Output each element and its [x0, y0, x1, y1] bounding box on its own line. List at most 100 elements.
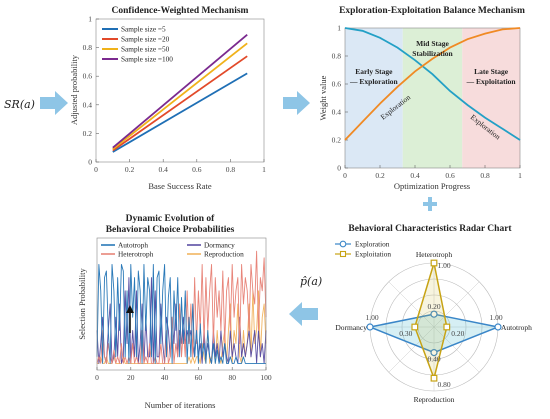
- chart1-ylabel: Adjusted probability: [69, 54, 79, 125]
- chart1-legend-label: Sample size =50: [121, 45, 170, 54]
- chart1-ytick-label: 0.4: [83, 100, 93, 109]
- chart2-xtick-label: 0.4: [410, 171, 420, 180]
- chart4-frame: [96, 237, 267, 371]
- chart1-xtick-label: 0.2: [125, 165, 135, 174]
- plus-icon: [423, 197, 437, 211]
- chart1-ytick-label: 1: [88, 15, 92, 24]
- chart1-frame: [95, 18, 265, 163]
- radar-value-label: 0.80: [437, 380, 450, 389]
- chart2-frame: [344, 27, 521, 169]
- stage-label-subtitle: — Exploitation: [466, 77, 517, 86]
- chart1-series-line-1: [112, 72, 248, 153]
- chart4-xlabel: Number of iterations: [145, 400, 216, 410]
- stage-label-title: Late Stage: [474, 67, 509, 76]
- chart2-ytick-label: 0.8: [332, 52, 342, 61]
- radar-legend-label: Exploration: [355, 240, 390, 249]
- chart4-xtick-label: 0: [95, 373, 99, 382]
- stage-label-subtitle: — Exploration: [349, 77, 399, 86]
- radar-spoke: [388, 281, 435, 328]
- chart4-legend-label: Heterotroph: [118, 250, 154, 259]
- radar-point: [430, 310, 438, 318]
- chart2-ytick-label: 1: [337, 24, 341, 33]
- chart4-series-line-1: [96, 263, 266, 364]
- chart1-xlabel: Base Success Rate: [148, 181, 211, 191]
- chart4-legend-label: Dormancy: [204, 241, 235, 250]
- chart4-title-line2: Behavioral Choice Probabilities: [106, 225, 235, 235]
- radar-point: [430, 374, 438, 382]
- stage-label-title: Early Stage: [355, 67, 393, 76]
- sr-symbol: SR(a): [4, 98, 35, 111]
- chart4-xtick-label: 80: [228, 373, 236, 382]
- radar-value-label: 0.20: [427, 302, 440, 311]
- radar-point: [366, 323, 374, 331]
- chart4-xtick-label: 40: [161, 373, 169, 382]
- radar-legend-marker: [339, 250, 347, 258]
- radar-value-label: 1.00: [437, 261, 450, 270]
- chart1-xtick-label: 0.6: [192, 165, 202, 174]
- stage-label-title: Mid Stage: [416, 39, 449, 48]
- radar-point: [443, 323, 451, 331]
- input-sr: SR(a): [4, 98, 35, 111]
- stage-band-3: [462, 28, 520, 168]
- chart4-xtick-label: 60: [195, 373, 203, 382]
- radar-value-label: 0.40: [427, 355, 440, 364]
- chart2-ytick-label: 0.4: [332, 108, 342, 117]
- radar-spoke: [388, 326, 435, 373]
- radar-legend-label: Exploitation: [355, 250, 391, 259]
- radar-legend-marker: [339, 240, 347, 248]
- chart2-xlabel: Optimization Progress: [394, 181, 470, 191]
- chart1-xtick-label: 0: [94, 165, 98, 174]
- chart2-xtick-label: 0.6: [445, 171, 455, 180]
- p-hat-symbol: p̂(a): [300, 275, 322, 288]
- chart2-ytick-label: 0.2: [332, 136, 342, 145]
- radar-axis-label: Dormancy: [335, 323, 367, 332]
- radar-axis-label: Autotroph: [501, 323, 532, 332]
- chart4-legend-label: Autotroph: [118, 241, 148, 250]
- chart1-ytick-label: 0: [88, 158, 92, 167]
- chart1-series-line-2: [112, 55, 248, 152]
- chart4-xtick-label: 100: [260, 373, 272, 382]
- stage-band-1: [345, 28, 403, 168]
- chart1-legend-label: Sample size =20: [121, 35, 170, 44]
- chart1-legend-label: Sample size =5: [121, 25, 166, 34]
- radar-value-label: 0.20: [451, 329, 464, 338]
- chart1-xtick-label: 0.4: [159, 165, 169, 174]
- chart2-ytick-label: 0: [337, 164, 341, 173]
- chart4-ylabel: Selection Probability: [77, 267, 87, 339]
- chart2-series-line-2: [344, 27, 521, 141]
- radar-spoke: [433, 326, 480, 373]
- chart1-xtick-label: 0.8: [226, 165, 236, 174]
- arrow-right-2-icon: [283, 91, 310, 115]
- chart2-xtick-label: 0: [343, 171, 347, 180]
- chart4-xtick-label: 20: [127, 373, 135, 382]
- chart2-xtick-label: 1: [518, 171, 522, 180]
- radar-axis-label: Heterotroph: [416, 250, 452, 259]
- chart1-xtick-label: 1: [262, 165, 266, 174]
- radar-point: [494, 323, 502, 331]
- chart2-title: Exploration-Exploitation Balance Mechani…: [339, 6, 525, 16]
- chart1-legend-label: Sample size =100: [121, 55, 173, 64]
- stage-label-subtitle: Stabilization: [412, 49, 453, 58]
- radar-point: [411, 323, 419, 331]
- arrow-right-1-icon: [40, 91, 68, 115]
- chart2-ylabel: Weight value: [318, 75, 328, 120]
- radar-value-label: 1.00: [489, 313, 502, 322]
- chart2-ytick-label: 0.6: [332, 80, 342, 89]
- chart2-xtick-label: 0.8: [480, 171, 490, 180]
- dynamic-evolution-chart: Dynamic Evolution of Behavioral Choice P…: [77, 214, 272, 410]
- chart1-ytick-label: 0.6: [83, 72, 93, 81]
- balance-mechanism-chart: Exploration-Exploitation Balance Mechani…: [318, 6, 525, 191]
- chart1-series-line-4: [112, 34, 248, 149]
- chart2-xtick-label: 0.2: [375, 171, 385, 180]
- stage-band-2: [402, 28, 463, 168]
- radar-chart: Behavioral Characteristics Radar Chart 0…: [335, 224, 532, 404]
- radar-value-label: 1.00: [365, 313, 378, 322]
- radar-spoke: [433, 281, 480, 328]
- radar-value-label: 0.30: [399, 329, 412, 338]
- chart1-ytick-label: 0.8: [83, 43, 93, 52]
- confidence-weighted-chart: Confidence-Weighted Mechanism Base Succe…: [69, 6, 266, 191]
- chart4-series-line-4: [97, 290, 267, 364]
- chart2-series-line-1: [344, 27, 521, 141]
- chart3-title: Behavioral Characteristics Radar Chart: [348, 224, 512, 234]
